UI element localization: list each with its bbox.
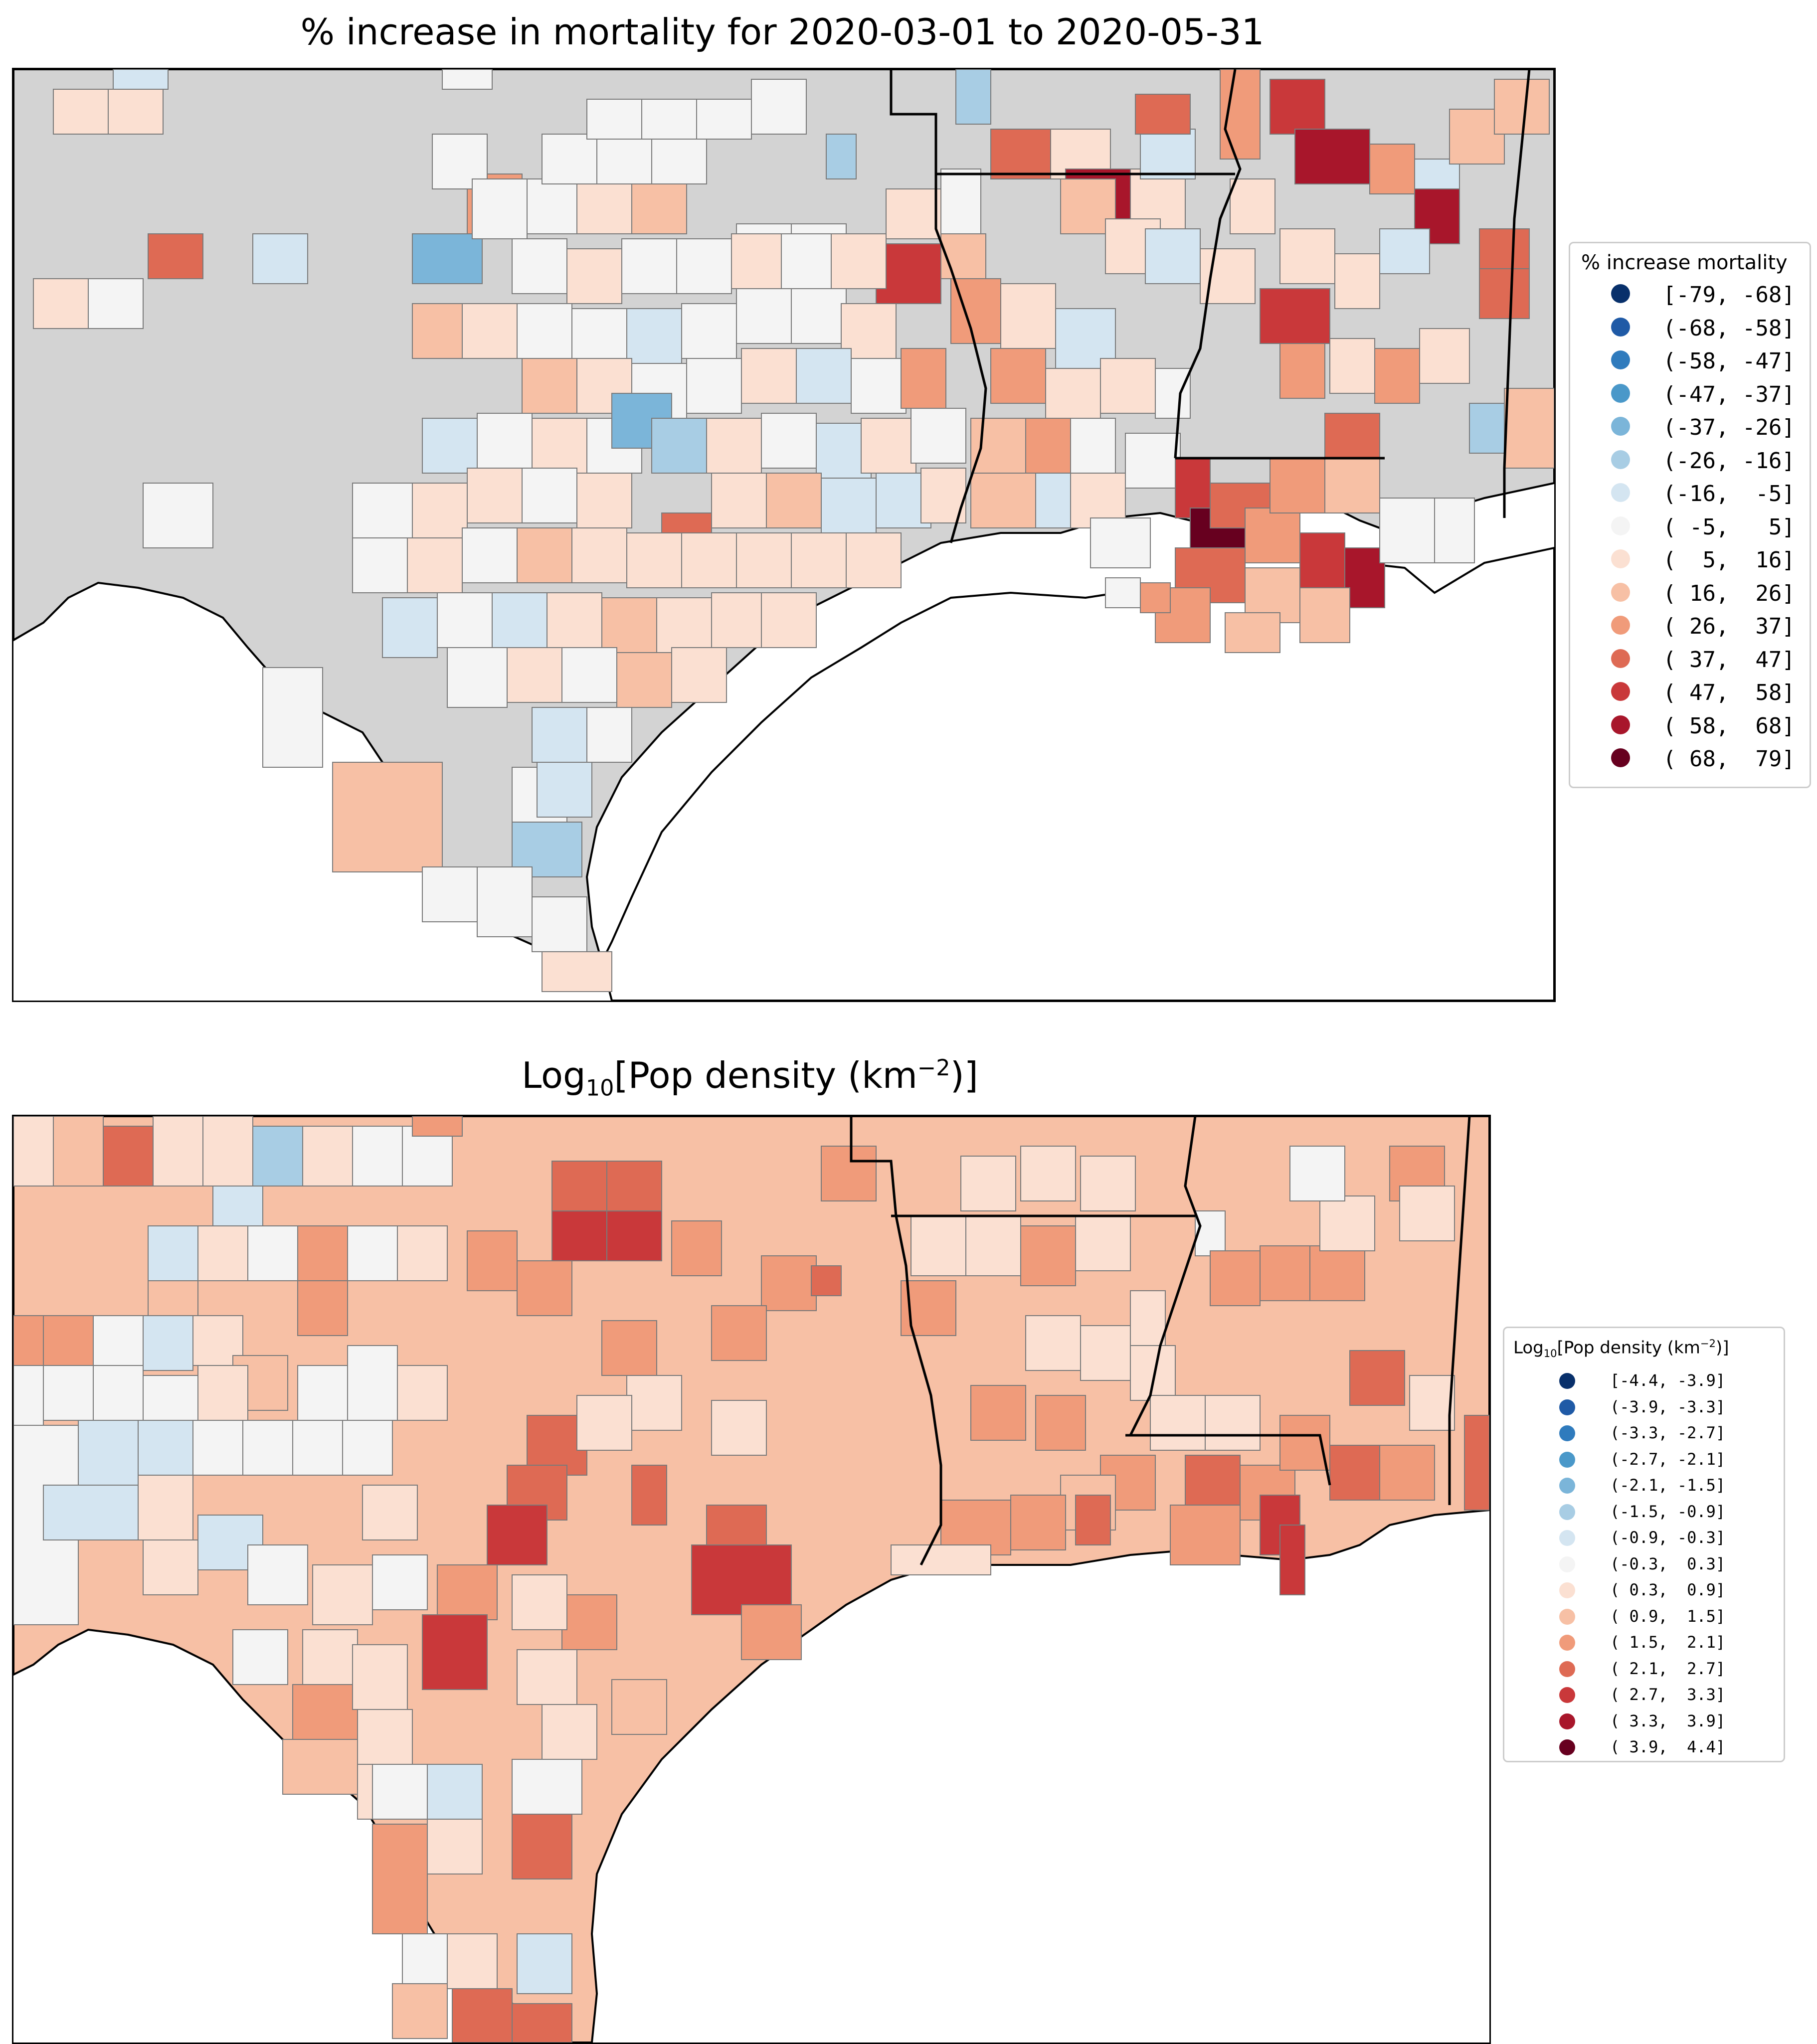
pop-density-legend-swatch [1559, 1530, 1575, 1546]
mortality-legend-label: (-37, -26] [1663, 415, 1795, 440]
pop-density-legend-label: (-2.1, -1.5] [1610, 1476, 1726, 1495]
pop-density-legend-swatch [1559, 1713, 1575, 1729]
mortality-legend-label: (-58, -47] [1663, 348, 1795, 374]
mortality-legend-swatch [1611, 715, 1630, 734]
mortality-legend-label: (-16, -5] [1663, 481, 1795, 507]
pop-density-legend-swatch [1559, 1451, 1575, 1468]
mortality-legend-swatch [1611, 417, 1630, 436]
mortality-map [12, 68, 1556, 1002]
map2-title-sub: 10 [585, 1075, 614, 1101]
mortality-legend-label: (-26, -16] [1663, 448, 1795, 474]
mortality-legend-swatch [1611, 582, 1630, 602]
pop-density-legend-label: (-0.3, 0.3] [1610, 1554, 1726, 1573]
mortality-legend-label: ( -5, 5] [1663, 514, 1795, 540]
mortality-legend-swatch [1611, 748, 1630, 767]
legend2-title-sub: 10 [1543, 1347, 1557, 1360]
legend2-title-mid: [Pop density (km [1557, 1338, 1700, 1358]
map2-title-suffix: )] [950, 1054, 978, 1096]
map2-title-prefix: Log [522, 1054, 586, 1096]
pop-density-legend-swatch [1559, 1373, 1575, 1389]
mortality-legend-swatch [1611, 649, 1630, 668]
pop-density-legend-swatch [1559, 1582, 1575, 1598]
pop-density-legend-label: [-4.4, -3.9] [1610, 1371, 1726, 1390]
mortality-legend-label: ( 37, 47] [1663, 647, 1795, 673]
pop-density-legend-label: ( 3.9, 4.4] [1610, 1737, 1726, 1756]
pop-density-legend-swatch [1559, 1504, 1575, 1520]
mortality-legend-swatch [1611, 616, 1630, 635]
pop-density-legend-swatch [1559, 1478, 1575, 1494]
pop-density-legend-label: ( 0.9, 1.5] [1610, 1606, 1726, 1626]
pop-density-legend-label: (-3.3, -2.7] [1610, 1423, 1726, 1442]
legend2-title-sup: −2 [1700, 1337, 1716, 1350]
mortality-legend-swatch [1611, 516, 1630, 535]
mortality-legend-label: [-79, -68] [1663, 282, 1795, 308]
pop-density-legend-label: (-3.9, -3.3] [1610, 1397, 1726, 1416]
mortality-legend-swatch [1611, 350, 1630, 369]
pop-density-legend-label: (-2.7, -2.1] [1610, 1449, 1726, 1469]
pop-density-legend-swatch [1559, 1399, 1575, 1415]
map2-title: Log10[Pop density (km−2)] [12, 1054, 1488, 1101]
mortality-legend-label: ( 16, 26] [1663, 580, 1795, 606]
county-polygons [33, 69, 1554, 992]
mortality-legend-swatch [1611, 450, 1630, 469]
pop-density-legend-label: ( 0.3, 0.9] [1610, 1580, 1726, 1599]
mortality-legend-label: ( 47, 58] [1663, 680, 1795, 705]
mortality-legend-label: ( 26, 37] [1663, 614, 1795, 639]
mortality-legend-label: ( 58, 68] [1663, 713, 1795, 739]
pop-density-legend-label: ( 2.1, 2.7] [1610, 1659, 1726, 1678]
pop-density-legend: Log10[Pop density (km−2)] [-4.4, -3.9] (-… [1503, 1327, 1785, 1762]
pop-density-legend-swatch [1559, 1687, 1575, 1703]
county-polygons [13, 1116, 1489, 2043]
state-borders [890, 69, 1531, 543]
mortality-legend: % increase mortality [-79, -68] (-68, -58… [1569, 242, 1811, 788]
mortality-legend-swatch [1611, 682, 1630, 701]
legend2-title-suffix: )] [1715, 1338, 1729, 1358]
mortality-legend-swatch [1611, 317, 1630, 337]
pop-density-legend-swatch [1559, 1739, 1575, 1755]
pop-density-legend-swatch [1559, 1608, 1575, 1625]
pop-density-legend-swatch [1559, 1425, 1575, 1441]
mortality-legend-label: (-47, -37] [1663, 381, 1795, 407]
pop-density-legend-title: Log10[Pop density (km−2)] [1513, 1337, 1729, 1360]
mortality-legend-label: ( 68, 79] [1663, 746, 1795, 772]
mortality-legend-swatch [1611, 483, 1630, 502]
pop-density-legend-label: (-0.9, -0.3] [1610, 1528, 1726, 1547]
mortality-legend-swatch [1611, 549, 1630, 568]
pop-density-legend-swatch [1559, 1556, 1575, 1572]
mortality-legend-title: % increase mortality [1581, 251, 1788, 274]
mortality-map-canvas [13, 69, 1554, 1001]
map2-title-sup: −2 [917, 1055, 950, 1081]
pop-density-legend-swatch [1559, 1635, 1575, 1651]
map1-title: % increase in mortality for 2020-03-01 t… [300, 11, 1265, 53]
state-borders [850, 1116, 1471, 1566]
mortality-legend-label: (-68, -58] [1663, 315, 1795, 341]
pop-density-legend-label: (-1.5, -0.9] [1610, 1502, 1726, 1521]
mortality-legend-swatch [1611, 284, 1630, 303]
mortality-legend-label: ( 5, 16] [1663, 547, 1795, 573]
legend2-title-prefix: Log [1513, 1338, 1544, 1358]
pop-density-legend-label: ( 3.3, 3.9] [1610, 1711, 1726, 1730]
pop-density-map-canvas [13, 1116, 1489, 2043]
map2-title-mid: [Pop density (km [614, 1054, 917, 1096]
mortality-legend-swatch [1611, 383, 1630, 403]
pop-density-legend-label: ( 1.5, 2.1] [1610, 1633, 1726, 1652]
pop-density-legend-label: ( 2.7, 3.3] [1610, 1685, 1726, 1704]
pop-density-legend-swatch [1559, 1661, 1575, 1677]
pop-density-map [12, 1115, 1491, 2044]
